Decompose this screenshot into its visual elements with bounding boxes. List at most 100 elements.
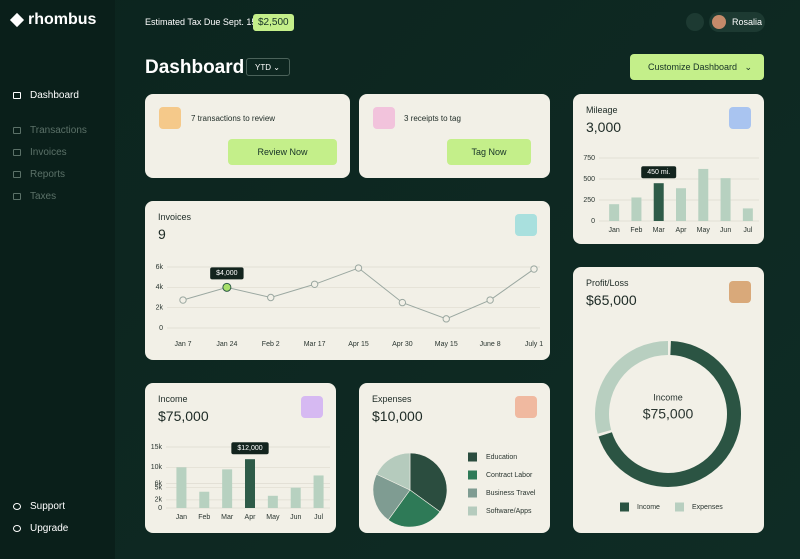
y-tick-label: 0 <box>591 218 595 225</box>
nav-item[interactable]: Invoices <box>13 147 67 158</box>
legend-label: Business Travel <box>486 490 536 497</box>
y-tick-label: 2k <box>156 305 164 312</box>
task-text: 3 receipts to tag <box>404 114 461 123</box>
bar <box>609 204 620 221</box>
donut-arc <box>598 341 741 487</box>
y-tick-label: 5k <box>155 485 163 492</box>
icon <box>515 214 537 236</box>
legend-swatch <box>468 506 477 516</box>
invoices-chart: 0 2k 4k 6k Jan 7 Jan 24 $4,000 Feb 2 Mar 17 Apr 1… <box>156 264 544 348</box>
brand[interactable]: rhombus <box>9 11 96 29</box>
tooltip <box>641 166 677 179</box>
task-card: 3 receipts to tag Tag Now <box>359 94 550 178</box>
y-tick-label: 6k <box>156 264 164 271</box>
x-tick-label: June 8 <box>480 341 501 348</box>
icon <box>159 107 181 129</box>
bar <box>267 495 278 508</box>
bar <box>676 188 686 221</box>
nav-item[interactable]: Reports <box>13 169 65 180</box>
point <box>310 280 319 288</box>
donut-arc <box>595 341 669 434</box>
legend-label: Software/Apps <box>486 508 532 515</box>
x-tick-label: Mar 17 <box>304 341 326 348</box>
y-tick-label: 750 <box>583 155 595 162</box>
nav-item[interactable]: Support <box>13 501 65 512</box>
point <box>354 264 363 272</box>
card-total: $75,000 <box>158 408 209 424</box>
x-tick-label: Apr 15 <box>348 341 369 348</box>
card-label: Mileage <box>586 105 618 115</box>
y-tick-label: 10k <box>151 464 163 471</box>
nav-label: Support <box>30 501 66 512</box>
nav-label: Reports <box>30 169 66 180</box>
point <box>222 282 232 292</box>
nav-label: Taxes <box>30 191 57 202</box>
legend-swatch <box>675 502 684 512</box>
page-title: Dashboard <box>145 57 245 78</box>
bar <box>199 491 210 508</box>
icon <box>373 107 395 129</box>
y-tick-label: 4k <box>156 284 164 291</box>
mileage-card: 0 250 500 750 Jan Feb Mar 450 mi. Apr May Jun Jul M… <box>573 94 764 244</box>
pie-slice <box>387 489 441 528</box>
nav-item[interactable]: Taxes <box>13 191 56 202</box>
icon <box>729 107 751 129</box>
nav-label: Invoices <box>30 147 67 158</box>
y-tick-label: 2k <box>155 497 163 504</box>
x-tick-label: Mar <box>221 514 234 521</box>
legend-swatch <box>620 502 629 512</box>
period-select[interactable]: YTD ⌄ <box>246 58 290 76</box>
x-tick-label: Jan <box>608 227 619 234</box>
x-tick-label: Jul <box>314 514 323 521</box>
x-tick-label: Feb 2 <box>262 341 280 348</box>
icon <box>515 396 537 418</box>
x-tick-label: Jan 24 <box>216 341 237 348</box>
card-label: Expenses <box>372 394 412 404</box>
expenses-chart: Education Contract Labor Business Travel So… <box>372 452 536 528</box>
y-tick-label: 6k <box>155 480 163 487</box>
tooltip-text: $12,000 <box>237 445 262 452</box>
legend-swatch <box>468 452 477 462</box>
point <box>530 265 538 273</box>
center-label: Income <box>653 392 683 402</box>
task-card: 7 transactions to review Review Now <box>145 94 350 178</box>
bar <box>176 467 187 508</box>
x-tick-label: Jan <box>176 514 187 521</box>
bar <box>653 183 664 221</box>
bar <box>313 475 324 508</box>
tooltip-text: $4,000 <box>216 270 238 277</box>
point <box>179 296 187 304</box>
customize-button[interactable]: Customize Dashboard ⌄ <box>630 54 764 80</box>
point <box>398 298 407 307</box>
x-tick-label: Mar <box>653 227 666 234</box>
tax-label: Estimated Tax Due Sept. 15: <box>145 17 259 27</box>
x-tick-label: Apr <box>676 227 688 234</box>
nav-item[interactable]: Transactions <box>13 125 87 136</box>
tax-amount: $2,500 <box>253 14 294 31</box>
task-text: 7 transactions to review <box>191 114 276 123</box>
pie-slice <box>409 452 448 513</box>
icon <box>729 281 751 303</box>
tooltip-text: 450 mi. <box>647 169 670 176</box>
x-tick-label: July 1 <box>525 341 543 348</box>
legend-swatch <box>468 470 477 480</box>
tooltip <box>231 442 269 455</box>
nav-item[interactable]: Upgrade <box>13 523 68 534</box>
pie-slice <box>376 452 411 491</box>
task-button[interactable]: Review Now <box>228 139 337 165</box>
x-tick-label: Jan 7 <box>174 341 191 348</box>
nav-label: Upgrade <box>30 523 69 534</box>
invoices-card: 0 2k 4k 6k Jan 7 Jan 24 $4,000 Feb 2 Mar 17 Apr 1… <box>145 201 550 360</box>
avatar <box>712 15 726 29</box>
bar <box>290 487 301 508</box>
task-button[interactable]: Tag Now <box>447 139 531 165</box>
legend-label: Income <box>637 504 660 511</box>
point <box>486 296 494 304</box>
profit-card: Income Expenses Income $75,000 Profit/Loss … <box>573 267 764 533</box>
nav-item[interactable]: Dashboard <box>13 90 79 101</box>
center-value: $75,000 <box>643 406 694 422</box>
user-name: Rosalia <box>732 17 763 27</box>
y-tick-label: 250 <box>583 197 595 204</box>
notifications[interactable] <box>686 13 704 31</box>
